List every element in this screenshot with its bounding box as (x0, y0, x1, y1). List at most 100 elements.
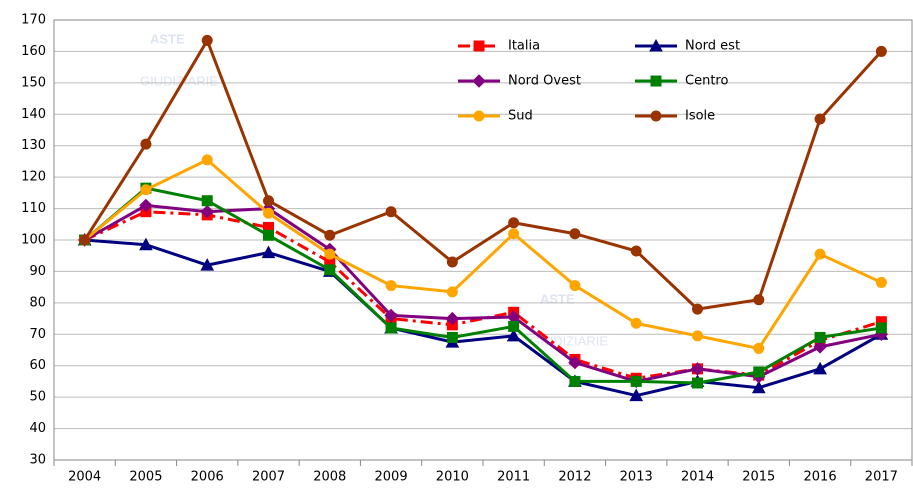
y-tick-label: 160 (21, 44, 46, 59)
data-point (201, 154, 213, 166)
data-point (324, 248, 336, 260)
series-line (83, 203, 882, 383)
data-point (629, 388, 644, 402)
data-point (506, 328, 521, 342)
data-point (630, 245, 642, 257)
y-tick-label: 110 (21, 201, 46, 216)
y-tick-label: 170 (21, 13, 46, 28)
legend-label: Isole (685, 109, 715, 124)
y-tick-label: 150 (21, 75, 46, 90)
series-line (83, 186, 882, 385)
data-point (445, 311, 460, 326)
data-point (508, 228, 520, 240)
legend-label: Nord est (685, 39, 740, 54)
series-line (84, 238, 883, 398)
series-line (83, 158, 882, 351)
x-tick-label: 2012 (558, 470, 591, 485)
data-point (753, 342, 765, 354)
data-point (751, 380, 766, 394)
data-point (140, 138, 152, 150)
y-tick-label: 30 (29, 453, 46, 468)
data-point (140, 184, 152, 196)
legend-label: Sud (508, 109, 533, 124)
y-tick-label: 70 (29, 327, 46, 342)
data-point (692, 303, 703, 315)
data-point (630, 375, 642, 387)
x-tick-label: 2004 (68, 470, 101, 485)
data-point (446, 256, 458, 268)
data-point (139, 198, 153, 213)
legend-marker (649, 38, 663, 52)
data-point (324, 264, 336, 276)
data-point (875, 322, 887, 334)
y-tick-label: 140 (21, 107, 46, 122)
legend-marker (473, 40, 485, 52)
y-tick-label: 90 (29, 264, 46, 279)
data-point (568, 355, 582, 370)
x-tick-label: 2011 (497, 470, 530, 485)
x-tick-label: 2013 (620, 470, 653, 485)
data-point (813, 340, 827, 354)
data-point (753, 294, 765, 306)
data-point (814, 331, 826, 343)
data-point (263, 195, 274, 207)
data-point (324, 229, 336, 241)
x-tick-label: 2006 (191, 470, 224, 485)
watermark: ASTE (150, 31, 185, 46)
legend-marker (472, 74, 486, 88)
data-point (508, 320, 520, 332)
y-tick-label: 80 (29, 295, 46, 310)
data-point (263, 207, 274, 219)
data-point (814, 248, 826, 260)
legend-marker (650, 110, 662, 122)
x-tick-label: 2016 (804, 470, 837, 485)
data-point (753, 366, 765, 378)
data-point (690, 362, 705, 376)
data-point (139, 237, 153, 251)
data-point (200, 205, 214, 219)
data-point (201, 195, 213, 207)
data-point (79, 234, 91, 246)
data-point (446, 286, 458, 298)
watermark: ASTE (540, 291, 575, 306)
data-point (384, 308, 398, 323)
data-point (813, 361, 827, 375)
y-tick-label: 100 (21, 233, 46, 248)
watermark: GIUDIZIARIE (140, 73, 218, 88)
data-point (569, 375, 581, 387)
y-tick-label: 50 (29, 390, 46, 405)
x-tick-label: 2008 (313, 470, 346, 485)
x-tick-label: 2017 (865, 470, 898, 485)
legend-marker (650, 75, 662, 87)
data-point (692, 377, 703, 389)
data-point (385, 322, 397, 334)
legend-label: Italia (508, 39, 540, 54)
legend-label: Centro (685, 74, 728, 89)
data-point (261, 245, 276, 259)
data-point (263, 229, 274, 241)
x-tick-label: 2007 (252, 470, 285, 485)
data-point (508, 217, 520, 229)
x-tick-label: 2005 (129, 470, 162, 485)
data-point (446, 331, 458, 343)
data-point (201, 34, 213, 46)
data-point (569, 228, 581, 240)
data-point (814, 113, 826, 125)
data-point (200, 258, 215, 271)
data-point (385, 280, 397, 292)
legend-marker (473, 110, 485, 122)
data-point (875, 45, 887, 57)
y-tick-label: 130 (21, 138, 46, 153)
y-tick-label: 40 (29, 421, 46, 436)
data-point (630, 317, 642, 329)
data-point (875, 276, 887, 288)
y-tick-label: 60 (29, 358, 46, 373)
legend-label: Nord Ovest (508, 74, 581, 89)
x-tick-label: 2014 (681, 470, 714, 485)
x-tick-label: 2015 (742, 470, 775, 485)
data-point (385, 206, 397, 218)
y-tick-label: 120 (21, 170, 46, 185)
series-line (83, 36, 883, 311)
data-point (692, 330, 703, 342)
